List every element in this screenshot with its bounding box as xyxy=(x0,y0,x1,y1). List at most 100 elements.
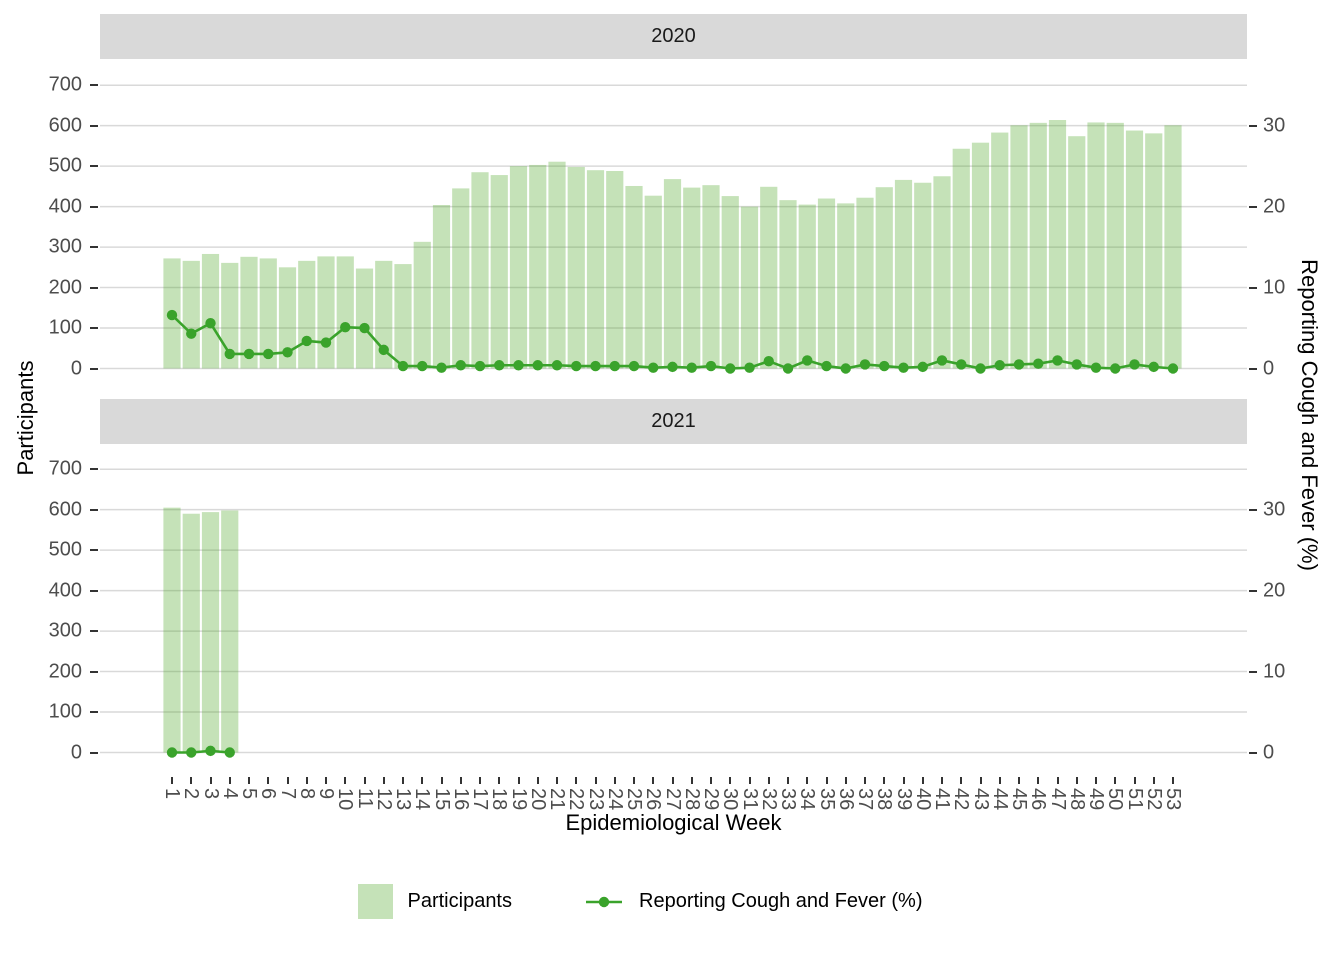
x-tick xyxy=(710,777,712,784)
x-tick-label: 18 xyxy=(488,788,511,811)
x-tick-label: 34 xyxy=(796,788,819,811)
x-tick-label: 21 xyxy=(546,788,568,811)
y-right-tick xyxy=(1249,508,1257,511)
x-tick xyxy=(305,777,308,784)
x-tick-label: 7 xyxy=(276,788,299,800)
pct-point-w29 xyxy=(705,360,717,372)
pct-point-w7 xyxy=(282,347,293,358)
y-left-tick-label: 400 xyxy=(48,579,82,602)
pct-point-w24 xyxy=(609,360,620,372)
x-tick xyxy=(190,777,193,784)
participants-bar-w7 xyxy=(278,267,297,369)
x-tick xyxy=(864,777,866,784)
x-tick-label: 49 xyxy=(1085,788,1107,811)
participants-bar-w48 xyxy=(1068,136,1086,369)
x-tick xyxy=(171,777,173,784)
pct-point-w44 xyxy=(994,360,1005,371)
legend-label-pct: Reporting Cough and Fever (%) xyxy=(639,890,923,912)
x-tick-label: 35 xyxy=(815,788,838,811)
pct-point-w48 xyxy=(1071,359,1082,370)
y-left-tick-label: 700 xyxy=(48,73,82,96)
participants-bar-w37 xyxy=(856,197,874,369)
facet-strip-2020: 2020 xyxy=(100,14,1247,59)
x-tick xyxy=(1056,777,1059,784)
pct-point-w37 xyxy=(859,359,871,370)
pct-point-w5 xyxy=(243,348,255,360)
pct-point-w38 xyxy=(879,360,890,372)
legend: Participants Reporting Cough and Fever (… xyxy=(0,884,1280,919)
pct-point-w40 xyxy=(917,361,928,373)
x-tick-label: 30 xyxy=(719,788,742,811)
x-tick xyxy=(787,777,789,784)
participants-bar-w12 xyxy=(375,260,393,369)
x-tick-label: 46 xyxy=(1027,788,1050,811)
x-tick xyxy=(1152,777,1155,784)
participants-bar-w42 xyxy=(952,148,970,369)
y-right-tick-label: 0 xyxy=(1263,741,1275,763)
y-right-tick-label: 10 xyxy=(1263,660,1286,683)
participants-bar-w28 xyxy=(683,187,701,369)
participants-bar-w31 xyxy=(740,206,759,369)
participants-bar-w52 xyxy=(1145,133,1163,369)
x-tick-label: 14 xyxy=(411,788,434,811)
participants-bar-w25 xyxy=(625,185,643,369)
x-tick-label: 16 xyxy=(449,788,472,811)
x-tick xyxy=(459,777,462,784)
x-tick-label: 12 xyxy=(372,788,395,811)
pct-point-w1 xyxy=(166,309,178,321)
x-tick xyxy=(267,777,270,784)
participants-bar-w11 xyxy=(355,268,374,369)
x-tick xyxy=(960,777,963,784)
participants-bar-w2 xyxy=(182,260,200,369)
y-left-tick-label: 200 xyxy=(48,276,82,299)
pct-point-w20 xyxy=(532,360,543,371)
y-left-tick xyxy=(90,751,98,754)
x-tick xyxy=(402,777,404,784)
x-tick xyxy=(479,777,481,784)
y-left-tick-label: 700 xyxy=(48,457,82,480)
x-tick-label: 37 xyxy=(854,788,876,811)
y-right-tick xyxy=(1249,124,1257,127)
y-left-tick-label: 500 xyxy=(48,538,82,561)
x-tick xyxy=(1037,777,1040,784)
x-tick xyxy=(517,777,520,784)
participants-bar-w35 xyxy=(817,198,836,369)
legend-line-swatch xyxy=(586,896,622,907)
y-left-tick xyxy=(90,670,98,673)
x-tick xyxy=(902,777,905,784)
y-right-tick xyxy=(1249,367,1257,370)
x-tick-label: 24 xyxy=(603,788,626,811)
pct-point-w32 xyxy=(763,356,774,367)
pct-point-w1 xyxy=(166,747,178,758)
participants-bar-w47 xyxy=(1048,120,1067,369)
legend-entry-participants: Participants xyxy=(357,884,512,919)
x-tick-label: 5 xyxy=(238,788,260,800)
participants-bar-w39 xyxy=(894,179,913,369)
participants-bar-w2 xyxy=(182,513,200,753)
participants-bar-w50 xyxy=(1106,122,1124,369)
x-tick xyxy=(633,777,635,784)
y-left-tick-label: 100 xyxy=(48,316,82,339)
x-tick xyxy=(844,777,847,784)
x-tick xyxy=(1075,777,1078,784)
y-left-tick xyxy=(90,327,98,330)
facet-strip-2021: 2021 xyxy=(100,399,1247,444)
pct-point-w47 xyxy=(1052,355,1063,366)
y-left-tick xyxy=(90,630,98,633)
pct-point-w53 xyxy=(1167,363,1179,374)
x-tick xyxy=(228,777,231,784)
pct-point-w15 xyxy=(436,362,447,373)
pct-point-w23 xyxy=(590,360,601,372)
x-tick xyxy=(382,777,385,784)
x-tick-label: 53 xyxy=(1162,788,1184,811)
x-tick-label: 38 xyxy=(873,788,896,811)
x-tick xyxy=(575,777,578,784)
x-tick-label: 39 xyxy=(892,788,915,811)
x-tick-label: 8 xyxy=(295,788,318,800)
participants-bar-w17 xyxy=(471,172,489,369)
participants-bar-w53 xyxy=(1164,125,1182,369)
x-tick xyxy=(690,777,693,784)
x-tick xyxy=(1018,777,1020,784)
x-tick-label: 33 xyxy=(777,788,799,811)
participants-bar-w38 xyxy=(875,187,893,369)
